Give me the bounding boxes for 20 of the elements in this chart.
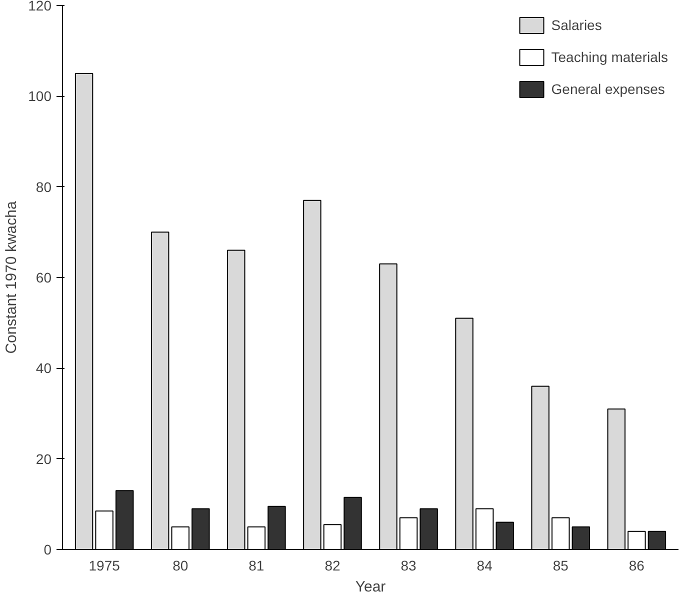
legend-label: Salaries — [551, 17, 602, 33]
x-tick-label: 80 — [172, 558, 188, 574]
y-tick-label: 80 — [36, 178, 52, 195]
y-tick-label: 60 — [36, 270, 52, 286]
x-tick-label: 83 — [400, 558, 417, 574]
y-tick-label: 100 — [28, 88, 52, 104]
y-tick-label: 120 — [28, 0, 52, 14]
y-tick-label: 40 — [36, 360, 52, 376]
x-axis-title: Year — [355, 578, 386, 596]
x-tick-label: 86 — [628, 558, 645, 574]
x-tick-label: 81 — [248, 558, 264, 574]
y-tick-label: 0 — [44, 542, 52, 558]
y-axis-title: Constant 1970 kwacha — [3, 200, 20, 354]
y-tick-label: 20 — [36, 450, 52, 467]
x-tick-label: 82 — [324, 558, 340, 574]
x-tick-label: 1975 — [88, 558, 120, 574]
legend-label: Teaching materials — [551, 49, 668, 65]
legend-label: General expenses — [551, 81, 665, 97]
x-tick-label: 84 — [476, 558, 493, 574]
x-tick-label: 85 — [552, 558, 569, 574]
